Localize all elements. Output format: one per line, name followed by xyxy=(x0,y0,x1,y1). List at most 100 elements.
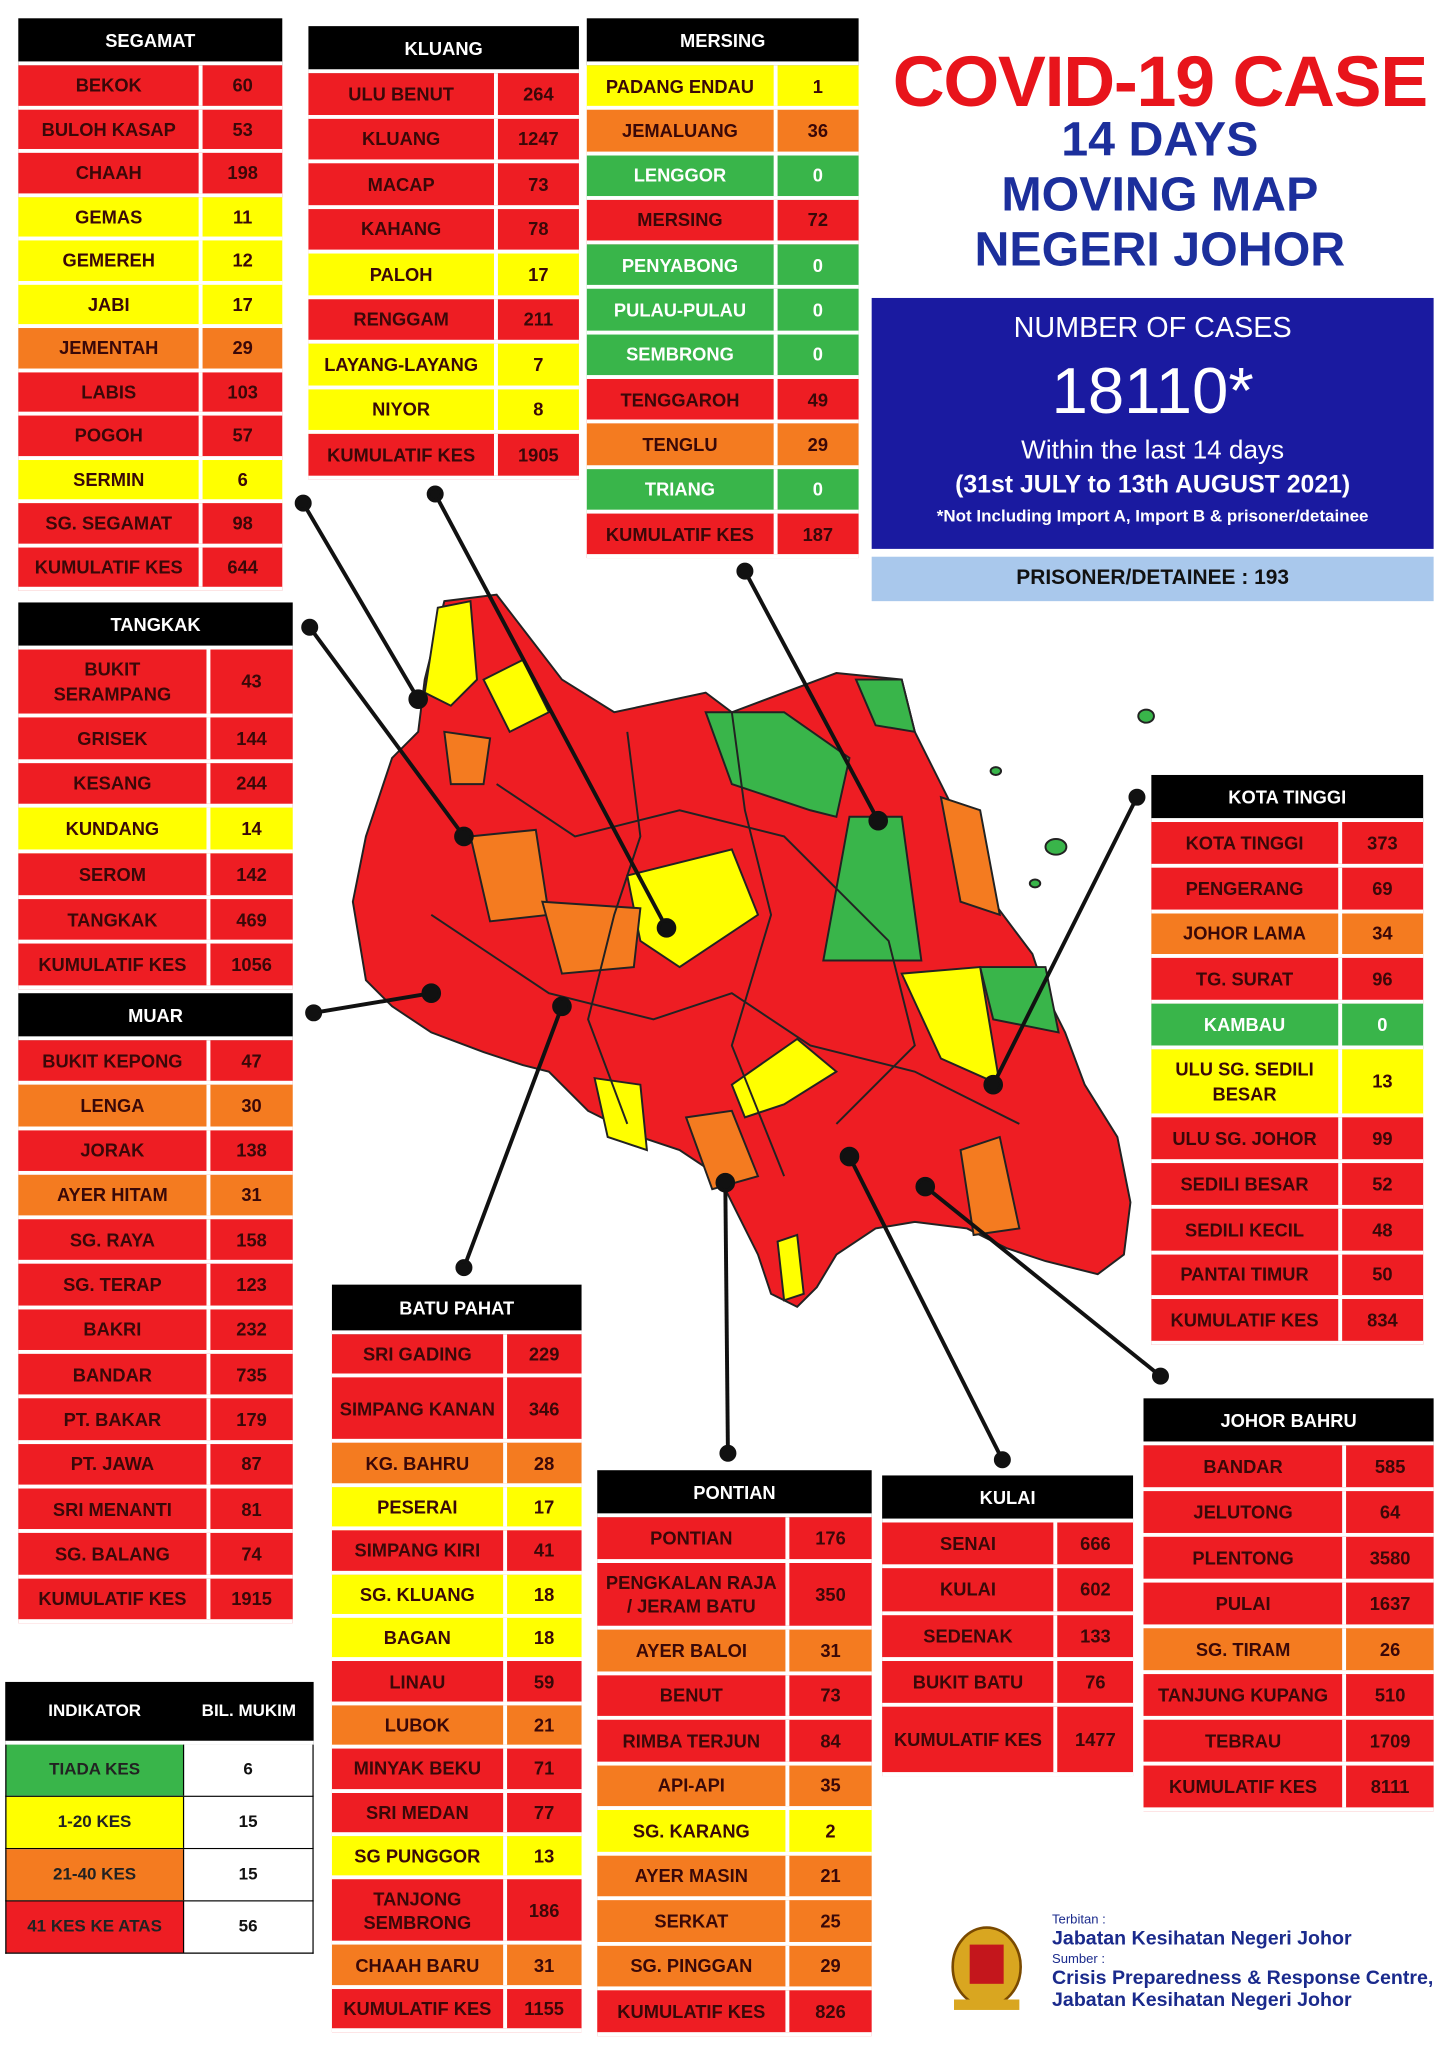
table-row: GEMAS 11 xyxy=(18,196,283,241)
table-row: SRI GADING 229 xyxy=(331,1334,582,1378)
district-table: SEGAMAT BEKOK 60 BULOH KASAP 53 CHAAH 198 GEMAS… xyxy=(18,18,283,591)
table-row: KUMULATIF KES 826 xyxy=(597,1990,872,2036)
row-name: NIYOR xyxy=(308,388,498,430)
row-name: SEDILI KECIL xyxy=(1151,1208,1342,1251)
table-row: TANJONG SEMBRONG 186 xyxy=(331,1879,582,1946)
row-name: BUKIT SERAMPANG xyxy=(18,649,211,714)
table-row: BUKIT SERAMPANG 43 xyxy=(18,649,293,718)
table-row: PESERAI 17 xyxy=(331,1487,582,1531)
row-value: 158 xyxy=(236,1229,267,1251)
map-region xyxy=(854,678,917,734)
row-name: KESANG xyxy=(18,762,211,805)
legend-header: INDIKATOR BIL. MUKIM xyxy=(5,1681,314,1745)
table-row: PALOH 17 xyxy=(308,253,579,299)
row-value: 60 xyxy=(232,74,253,96)
map-region xyxy=(593,1076,649,1152)
row-value: 2 xyxy=(825,1820,836,1842)
row-name: SG. KLUANG xyxy=(332,1574,507,1615)
row-name: SG. KARANG xyxy=(597,1810,790,1852)
table-row: KUMULATIF KES 1915 xyxy=(18,1578,293,1623)
row-value: 144 xyxy=(236,727,267,749)
connector xyxy=(924,1185,1162,1378)
row-name: LABIS xyxy=(18,371,204,412)
row-value: 176 xyxy=(815,1527,846,1549)
row-name: RENGGAM xyxy=(308,298,498,340)
row-name: SG. TERAP xyxy=(18,1264,211,1306)
connector-dot xyxy=(552,996,572,1017)
row-value: 48 xyxy=(1372,1218,1393,1240)
table-row: KLUANG 1247 xyxy=(308,118,579,164)
map-region xyxy=(443,730,492,786)
row-value: 26 xyxy=(1379,1638,1401,1660)
row-name: TANGKAK xyxy=(18,898,211,941)
footer: Terbitan : Jabatan Kesihatan Negeri Joho… xyxy=(1052,1913,1444,2011)
row-name: RIMBA TERJUN xyxy=(597,1720,790,1762)
table-row: SG. KLUANG 18 xyxy=(331,1574,582,1618)
row-name: KUMULATIF KES xyxy=(882,1707,1058,1773)
row-name: GRISEK xyxy=(18,717,211,759)
row-value: 1155 xyxy=(524,1998,564,2020)
table-row: SG. RAYA 158 xyxy=(18,1219,293,1265)
table-row: PENGERANG 69 xyxy=(1151,867,1424,913)
table-row: KUMULATIF KES 1477 xyxy=(882,1707,1134,1777)
row-name: KUMULATIF KES xyxy=(308,433,498,476)
district-table: KOTA TINGGI KOTA TINGGI 373 PENGERANG 69 JOHO… xyxy=(1151,774,1424,1345)
row-value: 14 xyxy=(241,818,262,840)
connector xyxy=(313,991,432,1015)
table-row: PENYABONG 0 xyxy=(586,244,859,290)
table-row: SIMPANG KIRI 41 xyxy=(331,1530,582,1575)
row-value: 74 xyxy=(241,1543,262,1565)
table-row: TEBRAU 1709 xyxy=(1143,1719,1434,1766)
connector-dot xyxy=(1151,1367,1169,1385)
legend-count: 6 xyxy=(183,1744,313,1796)
row-value: 81 xyxy=(241,1498,262,1520)
table-row: KAHANG 78 xyxy=(308,208,579,254)
row-name: LUBOK xyxy=(332,1705,507,1745)
row-name: SENAI xyxy=(882,1522,1058,1565)
row-name: SERKAT xyxy=(597,1900,790,1942)
row-value: 59 xyxy=(533,1670,555,1692)
legend-row: TIADA KES 6 xyxy=(5,1744,314,1797)
row-value: 28 xyxy=(533,1452,555,1474)
row-name: SG. BALANG xyxy=(18,1533,211,1575)
row-value: 78 xyxy=(528,218,549,240)
row-value: 0 xyxy=(812,254,823,276)
row-value: 25 xyxy=(820,1910,841,1932)
row-value: 77 xyxy=(533,1801,555,1823)
map-border xyxy=(730,712,786,1177)
row-name: KUMULATIF KES xyxy=(18,944,211,986)
table-row: SERMIN 6 xyxy=(18,459,283,504)
subtitle-line: MOVING MAP xyxy=(1001,167,1319,221)
table-row: SERKAT 25 xyxy=(597,1900,872,1946)
row-value: 264 xyxy=(523,83,554,105)
row-name: KUMULATIF KES xyxy=(597,1990,790,2032)
subtitle: 14 DAYS MOVING MAP NEGERI JOHOR xyxy=(876,112,1444,277)
table-row: GRISEK 144 xyxy=(18,717,293,763)
row-value: 73 xyxy=(820,1685,841,1706)
row-name: PENYABONG xyxy=(587,244,778,286)
legend-row: 41 KES KE ATAS 56 xyxy=(5,1901,314,1954)
table-row: KESANG 244 xyxy=(18,762,293,809)
row-name: KLUANG xyxy=(308,118,498,160)
table-row: KOTA TINGGI 373 xyxy=(1151,822,1424,868)
row-value: 0 xyxy=(812,164,823,186)
table-row: PT. JAWA 87 xyxy=(18,1443,293,1489)
row-value: 244 xyxy=(236,772,267,794)
johor-map xyxy=(351,593,1155,1309)
row-name: KUMULATIF KES xyxy=(1151,1299,1342,1342)
table-row: NIYOR 8 xyxy=(308,388,579,434)
table-row: KG. BAHRU 28 xyxy=(331,1443,582,1488)
subtitle-line: NEGERI JOHOR xyxy=(974,222,1346,276)
summary-label: NUMBER OF CASES xyxy=(1013,311,1292,344)
row-value: 585 xyxy=(1374,1455,1406,1477)
table-row: LABIS 103 xyxy=(18,371,283,416)
row-value: 1477 xyxy=(1075,1729,1116,1750)
table-row: PADANG ENDAU 1 xyxy=(586,65,859,111)
row-name: JOHOR LAMA xyxy=(1151,912,1342,955)
row-name: BENUT xyxy=(597,1675,790,1717)
row-value: 87 xyxy=(241,1453,262,1475)
summary-box: NUMBER OF CASES 18110* Within the last 1… xyxy=(871,297,1434,549)
row-value: 17 xyxy=(528,263,549,285)
